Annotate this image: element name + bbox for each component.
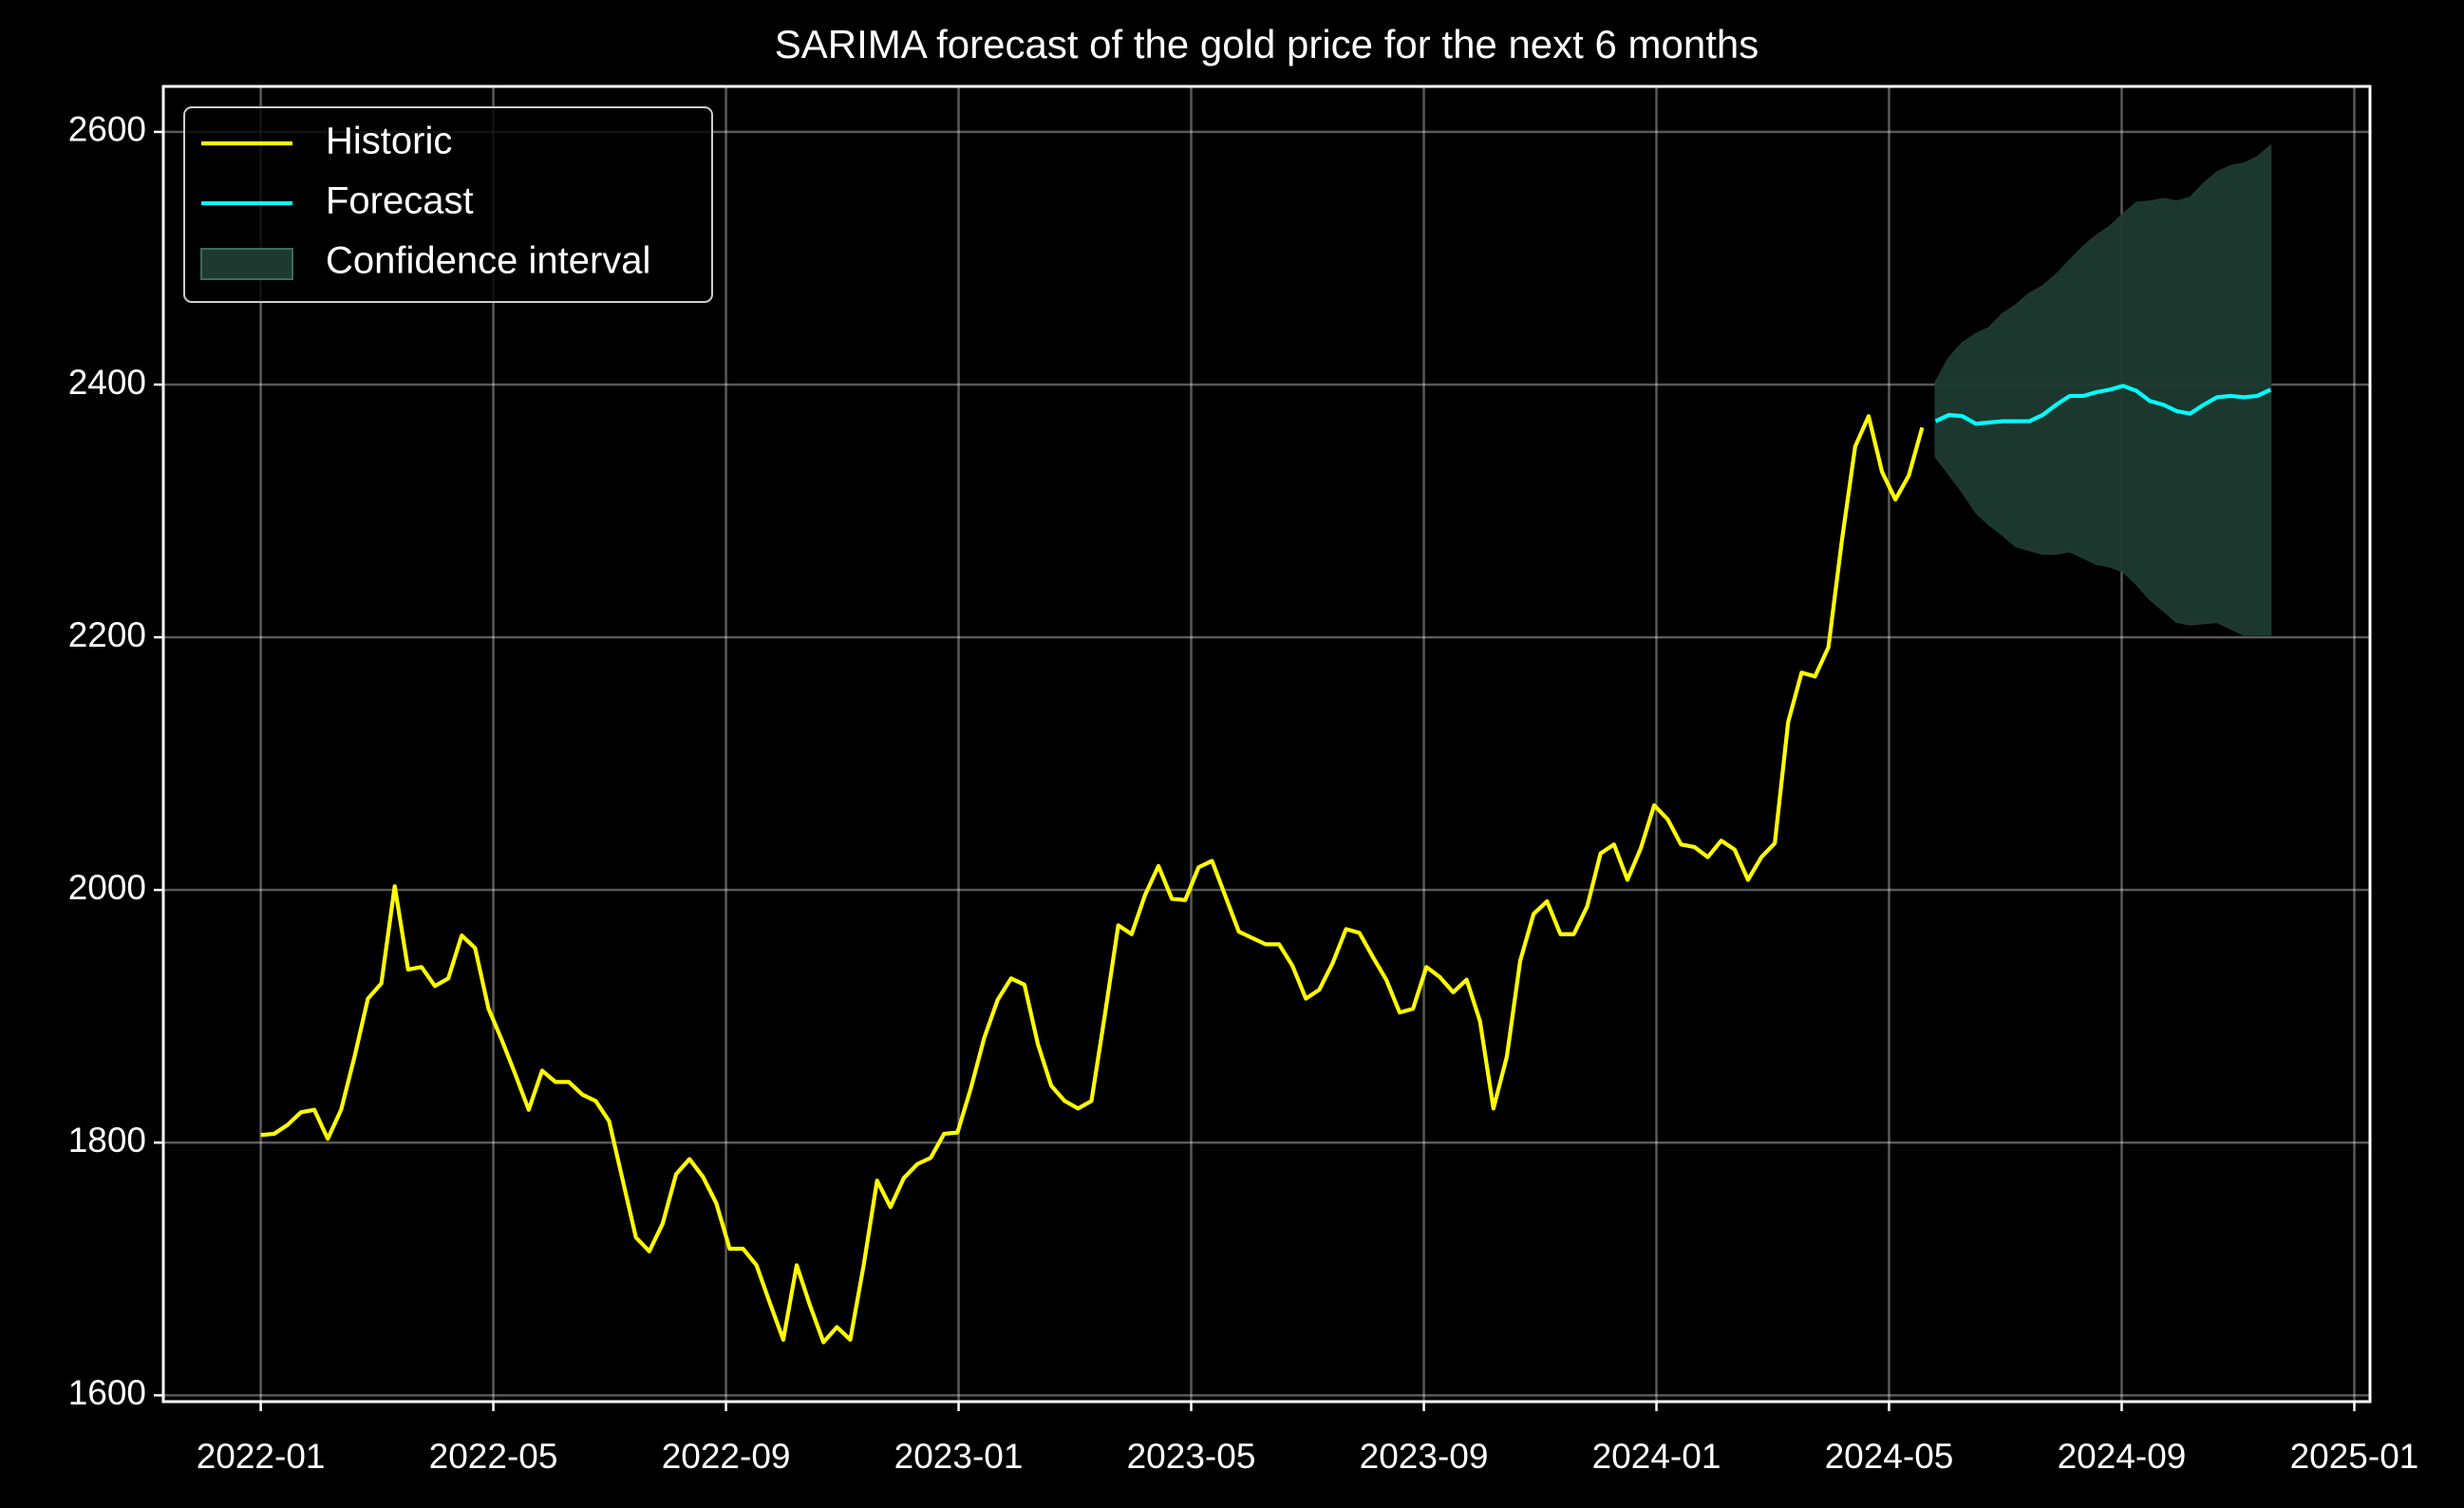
- legend-label: Forecast: [326, 180, 474, 222]
- y-tick-label: 2400: [68, 363, 146, 402]
- x-tick-label: 2022-05: [429, 1437, 558, 1476]
- legend-label: Historic: [326, 121, 452, 162]
- plot-frame: [161, 85, 2372, 1404]
- y-tick-label: 2200: [68, 615, 146, 654]
- legend-label: Confidence interval: [326, 240, 650, 282]
- y-tick-label: 1600: [68, 1373, 146, 1412]
- x-tick-label: 2023-09: [1360, 1437, 1489, 1476]
- x-tick-label: 2022-09: [662, 1437, 791, 1476]
- y-tick-label: 1800: [68, 1121, 146, 1159]
- legend: Historic Forecast Confidence interval: [183, 106, 713, 303]
- x-tick-label: 2025-01: [2290, 1437, 2419, 1476]
- x-tick-label: 2024-09: [2058, 1437, 2187, 1476]
- y-tick-label: 2000: [68, 868, 146, 907]
- x-tick-label: 2022-01: [197, 1437, 326, 1476]
- legend-frame: [183, 106, 713, 303]
- x-tick-label: 2024-05: [1825, 1437, 1954, 1476]
- legend-swatch: [200, 248, 293, 280]
- x-tick-label: 2024-01: [1592, 1437, 1721, 1476]
- y-tick-label: 2600: [68, 110, 146, 149]
- series-line: [1934, 384, 2272, 426]
- series-line: [260, 414, 1925, 1345]
- x-tick-label: 2023-05: [1127, 1437, 1256, 1476]
- x-tick-label: 2023-01: [894, 1437, 1024, 1476]
- chart-title: SARIMA forecast of the gold price for th…: [775, 22, 1759, 66]
